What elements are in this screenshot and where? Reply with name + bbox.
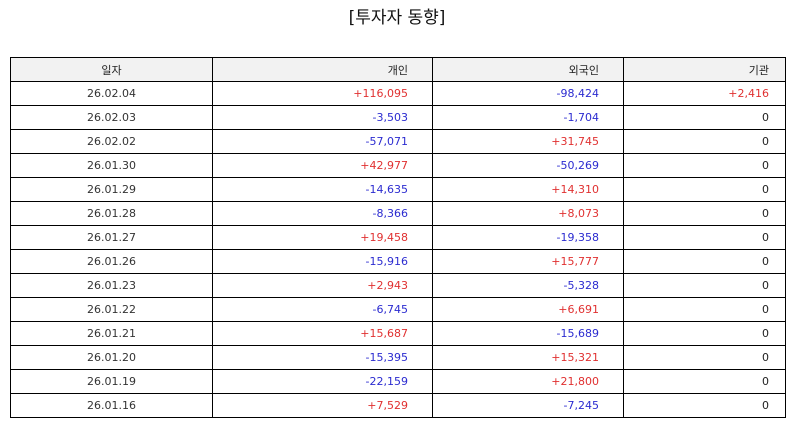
- cell-institution: 0: [623, 153, 786, 178]
- table-body: 26.02.04 +116,095 -98,424 +2,416 26.02.03 -3,…: [10, 81, 786, 418]
- table-row: 26.01.27 +19,458 -19,358 0: [10, 225, 786, 250]
- cell-date: 26.01.22: [10, 297, 213, 322]
- cell-institution: 0: [623, 201, 786, 226]
- cell-individual: -8,366: [212, 201, 433, 226]
- cell-individual: +2,943: [212, 273, 433, 298]
- cell-institution: 0: [623, 297, 786, 322]
- cell-foreign: +15,321: [432, 345, 624, 370]
- cell-institution: 0: [623, 225, 786, 250]
- cell-institution: 0: [623, 249, 786, 274]
- cell-institution: 0: [623, 177, 786, 202]
- cell-date: 26.01.23: [10, 273, 213, 298]
- cell-date: 26.01.26: [10, 249, 213, 274]
- table-row: 26.01.16 +7,529 -7,245 0: [10, 393, 786, 418]
- cell-foreign: +14,310: [432, 177, 624, 202]
- cell-institution: 0: [623, 321, 786, 346]
- cell-individual: -6,745: [212, 297, 433, 322]
- table-row: 26.02.03 -3,503 -1,704 0: [10, 105, 786, 130]
- table-row: 26.01.19 -22,159 +21,800 0: [10, 369, 786, 394]
- table-row: 26.01.26 -15,916 +15,777 0: [10, 249, 786, 274]
- cell-foreign: -19,358: [432, 225, 624, 250]
- cell-date: 26.01.30: [10, 153, 213, 178]
- cell-date: 26.01.16: [10, 393, 213, 418]
- cell-foreign: +21,800: [432, 369, 624, 394]
- column-header-foreign: 외국인: [432, 57, 624, 82]
- table-row: 26.01.23 +2,943 -5,328 0: [10, 273, 786, 298]
- cell-individual: +19,458: [212, 225, 433, 250]
- cell-institution: 0: [623, 369, 786, 394]
- cell-institution: 0: [623, 273, 786, 298]
- cell-individual: -15,916: [212, 249, 433, 274]
- cell-date: 26.02.04: [10, 81, 213, 106]
- cell-individual: -15,395: [212, 345, 433, 370]
- cell-foreign: -15,689: [432, 321, 624, 346]
- cell-foreign: -50,269: [432, 153, 624, 178]
- table-header-row: 일자 개인 외국인 기관: [10, 57, 786, 82]
- cell-individual: +15,687: [212, 321, 433, 346]
- table-row: 26.02.02 -57,071 +31,745 0: [10, 129, 786, 154]
- cell-institution: +2,416: [623, 81, 786, 106]
- cell-date: 26.01.27: [10, 225, 213, 250]
- table-row: 26.01.29 -14,635 +14,310 0: [10, 177, 786, 202]
- cell-foreign: +6,691: [432, 297, 624, 322]
- cell-institution: 0: [623, 129, 786, 154]
- cell-individual: +7,529: [212, 393, 433, 418]
- table-row: 26.01.20 -15,395 +15,321 0: [10, 345, 786, 370]
- cell-institution: 0: [623, 393, 786, 418]
- table-row: 26.01.30 +42,977 -50,269 0: [10, 153, 786, 178]
- cell-foreign: -1,704: [432, 105, 624, 130]
- cell-foreign: +31,745: [432, 129, 624, 154]
- cell-foreign: -7,245: [432, 393, 624, 418]
- cell-individual: -57,071: [212, 129, 433, 154]
- cell-foreign: +8,073: [432, 201, 624, 226]
- cell-date: 26.01.19: [10, 369, 213, 394]
- cell-foreign: +15,777: [432, 249, 624, 274]
- cell-institution: 0: [623, 345, 786, 370]
- cell-date: 26.01.28: [10, 201, 213, 226]
- cell-date: 26.01.21: [10, 321, 213, 346]
- cell-institution: 0: [623, 105, 786, 130]
- table-row: 26.02.04 +116,095 -98,424 +2,416: [10, 81, 786, 106]
- table-row: 26.01.21 +15,687 -15,689 0: [10, 321, 786, 346]
- page-title: [투자자 동향]: [348, 8, 446, 28]
- cell-individual: +42,977: [212, 153, 433, 178]
- cell-foreign: -98,424: [432, 81, 624, 106]
- table-row: 26.01.22 -6,745 +6,691 0: [10, 297, 786, 322]
- investor-trend-table: 일자 개인 외국인 기관 26.02.04 +116,095 -98,424 +2,4…: [10, 57, 786, 418]
- cell-date: 26.02.02: [10, 129, 213, 154]
- cell-individual: +116,095: [212, 81, 433, 106]
- table-row: 26.01.28 -8,366 +8,073 0: [10, 201, 786, 226]
- cell-individual: -22,159: [212, 369, 433, 394]
- column-header-institution: 기관: [623, 57, 786, 82]
- cell-individual: -14,635: [212, 177, 433, 202]
- cell-date: 26.01.29: [10, 177, 213, 202]
- column-header-date: 일자: [10, 57, 213, 82]
- cell-individual: -3,503: [212, 105, 433, 130]
- cell-date: 26.02.03: [10, 105, 213, 130]
- cell-date: 26.01.20: [10, 345, 213, 370]
- cell-foreign: -5,328: [432, 273, 624, 298]
- column-header-individual: 개인: [212, 57, 433, 82]
